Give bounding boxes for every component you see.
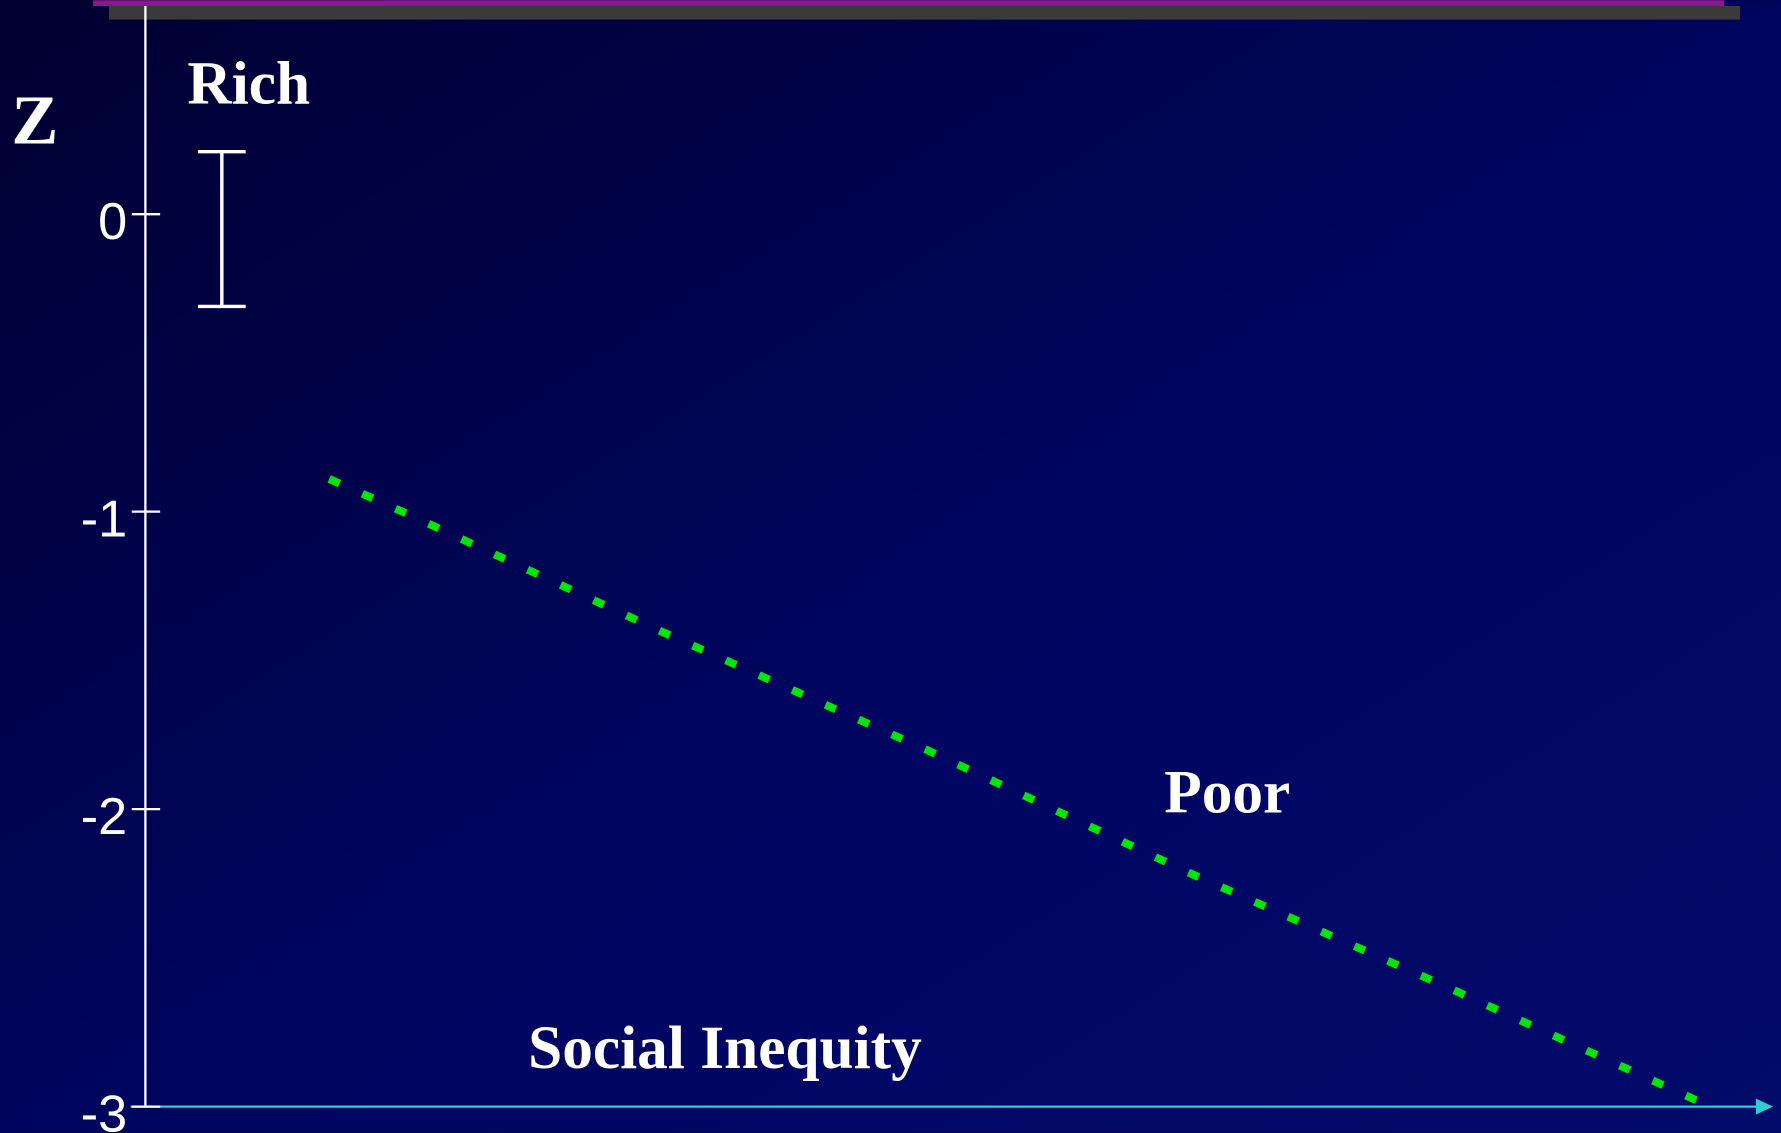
plot-area: 0 -1 -2 -3 Poor Rich xyxy=(81,50,1706,1133)
x-axis-arrow xyxy=(1756,1098,1774,1115)
y-axis-label: Z xyxy=(11,81,58,159)
header-line xyxy=(93,0,1725,6)
y-tick-label: 0 xyxy=(98,193,127,251)
y-tick-label: -2 xyxy=(81,788,127,846)
rich-label: Rich xyxy=(187,50,310,118)
header-bar xyxy=(109,5,1741,20)
y-tick-label: -1 xyxy=(81,491,127,549)
series-label: Poor xyxy=(1164,758,1290,826)
series-line xyxy=(327,475,1706,1108)
y-tick-label: -3 xyxy=(81,1086,127,1133)
x-axis-label: Social Inequity xyxy=(528,1014,922,1082)
